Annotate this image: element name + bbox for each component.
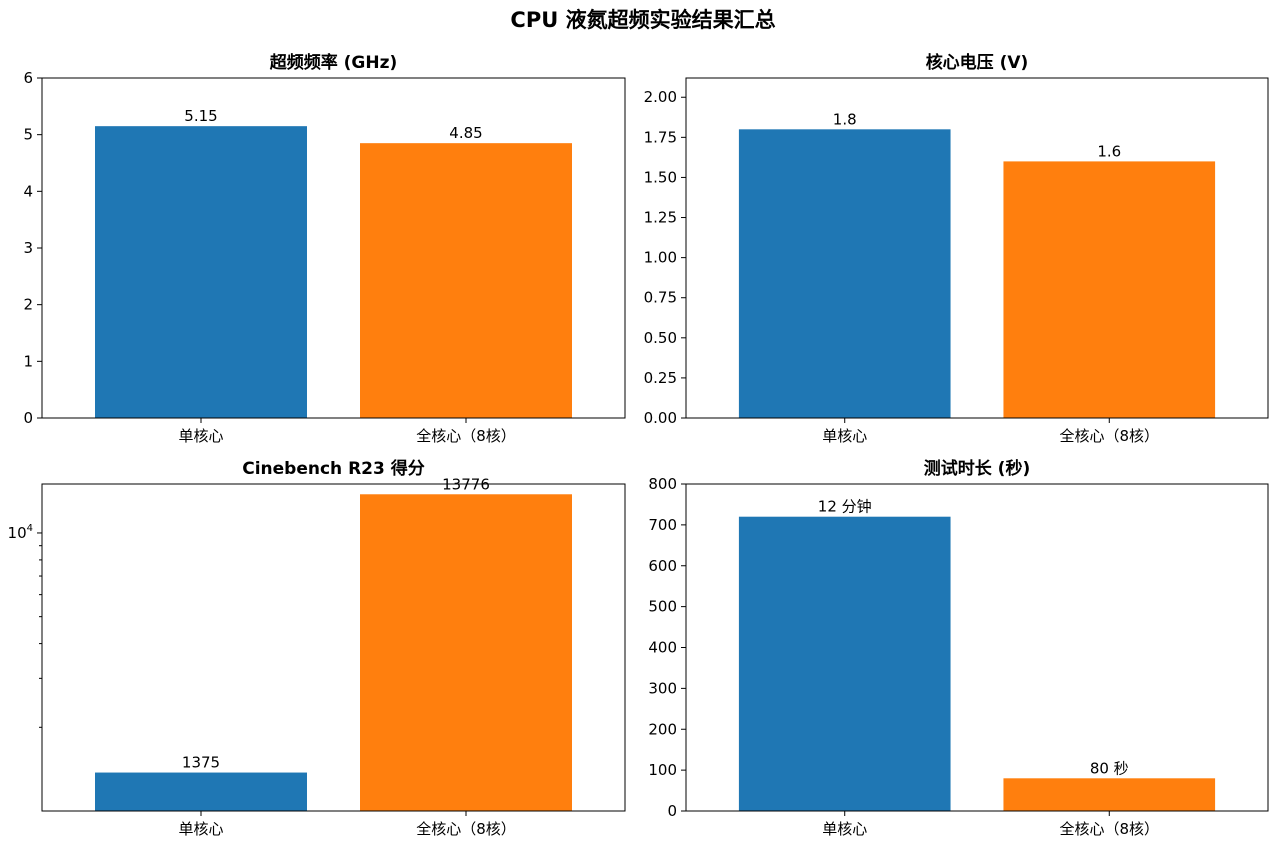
y-tick-label: 0.00 (644, 409, 677, 427)
bar (1003, 778, 1216, 811)
subplot-title: 核心电压 (V) (926, 52, 1029, 73)
y-tick-label: 6 (23, 69, 33, 87)
subplot-title: 测试时长 (秒) (924, 458, 1030, 479)
x-tick-label: 全核心（8核） (1059, 820, 1159, 838)
subplot-title: 超频频率 (GHz) (270, 52, 398, 73)
bar (360, 494, 572, 811)
bar-value-label: 1375 (182, 754, 220, 772)
x-tick-label: 单核心 (178, 820, 223, 838)
bar (738, 129, 951, 419)
y-tick-label: 1 (23, 352, 33, 370)
bar (360, 143, 572, 418)
y-tick-label: 700 (648, 516, 677, 534)
y-tick-label: 2 (23, 296, 33, 314)
subplot-2: 核心电压 (V) 1.8 1.6 单核心 全核心（8核） 0.00 0.25 0.50 0.75… (644, 52, 1269, 445)
x-tick-label: 全核心（8核） (416, 427, 516, 445)
y-tick-label: 1.75 (644, 128, 677, 146)
y-tick-label: 0.75 (644, 289, 677, 307)
figure-title: CPU 液氮超频实验结果汇总 (510, 8, 775, 32)
y-tick-label: 0 (667, 802, 677, 820)
y-tick-label: 400 (648, 639, 677, 657)
y-tick-label: 1.25 (644, 209, 677, 227)
bar-value-label: 1.8 (833, 110, 857, 128)
subplot-1: 超频频率 (GHz) 5.15 4.85 单核心 全核心（8核） 0 1 2 3 4 5 6 (23, 52, 626, 445)
bar-value-label: 4.85 (449, 124, 482, 142)
y-tick-label: 4 (23, 182, 33, 200)
x-tick-label: 单核心 (822, 820, 867, 838)
bar-value-label: 80 秒 (1090, 759, 1129, 777)
bar (95, 772, 307, 811)
x-tick-label: 单核心 (178, 427, 223, 445)
bar (738, 516, 951, 811)
y-tick-label: 800 (648, 475, 677, 493)
bar (95, 126, 307, 419)
y-tick-label: 600 (648, 557, 677, 575)
y-tick-label: 5 (23, 126, 33, 144)
axes-frame (41, 483, 626, 812)
y-tick-label: 300 (648, 679, 677, 697)
y-tick-label: 0.25 (644, 369, 677, 387)
x-tick-label: 全核心（8核） (1059, 427, 1159, 445)
subplot-title: Cinebench R23 得分 (242, 458, 425, 479)
y-tick-label: 2.00 (644, 88, 677, 106)
y-tick-label: 0 (23, 409, 33, 427)
y-tick-label: 104 (8, 523, 33, 542)
y-tick-label: 1.50 (644, 168, 677, 186)
y-tick-label: 1.00 (644, 249, 677, 267)
x-tick-label: 单核心 (822, 427, 867, 445)
bar (1003, 161, 1216, 418)
axes-frame (685, 77, 1269, 419)
y-tick-label: 3 (23, 239, 33, 257)
y-tick-label: 500 (648, 598, 677, 616)
y-tick-label: 100 (648, 761, 677, 779)
bar-value-label: 1.6 (1097, 142, 1121, 160)
bar-value-label: 5.15 (184, 107, 217, 125)
x-tick-label: 全核心（8核） (416, 820, 516, 838)
y-tick-label: 0.50 (644, 329, 677, 347)
y-tick-label: 200 (648, 720, 677, 738)
bar-value-label: 12 分钟 (818, 498, 872, 516)
